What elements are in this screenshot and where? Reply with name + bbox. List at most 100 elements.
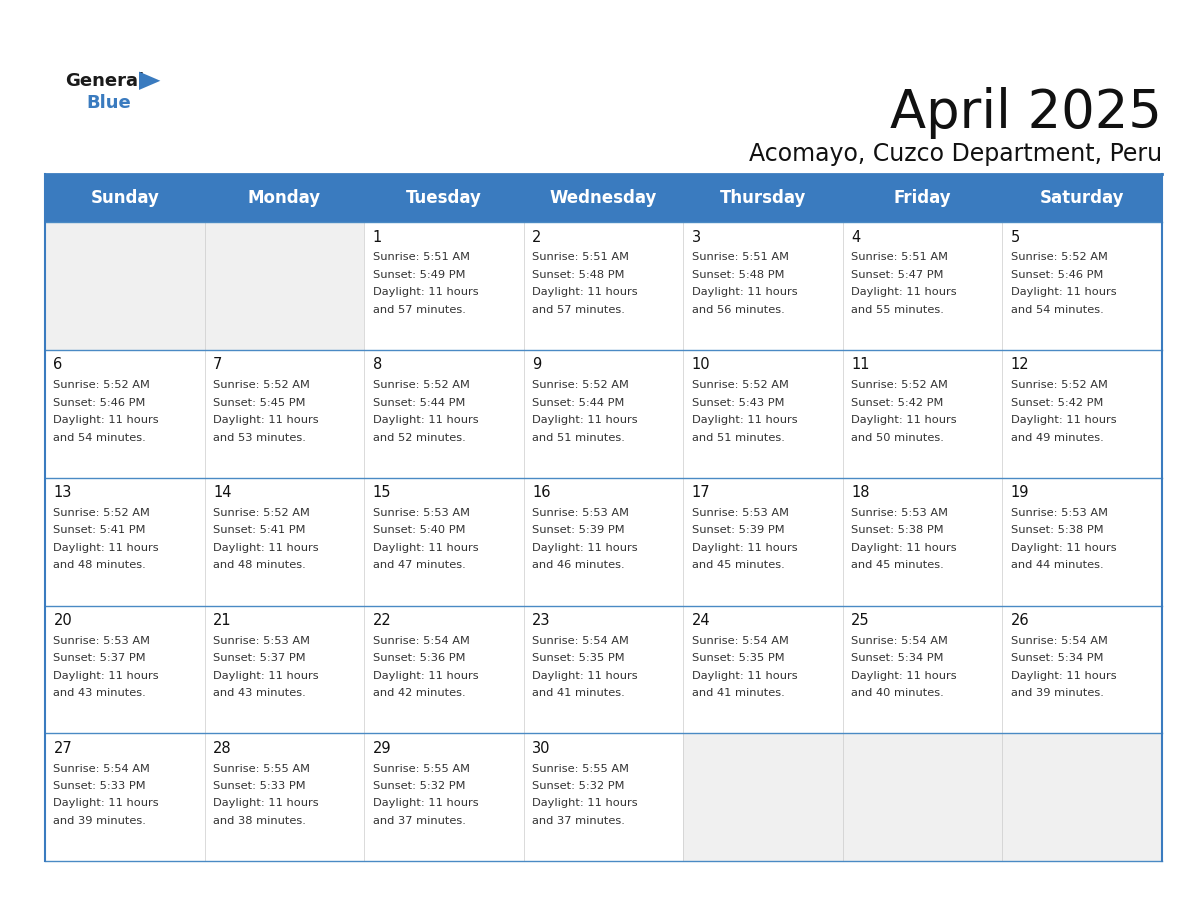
Text: Sunrise: 5:54 AM: Sunrise: 5:54 AM <box>53 764 151 774</box>
Text: Acomayo, Cuzco Department, Peru: Acomayo, Cuzco Department, Peru <box>748 142 1162 166</box>
Text: and 45 minutes.: and 45 minutes. <box>851 560 944 570</box>
Text: and 49 minutes.: and 49 minutes. <box>1011 432 1104 442</box>
Text: Sunrise: 5:52 AM: Sunrise: 5:52 AM <box>1011 380 1107 390</box>
Text: 28: 28 <box>213 741 232 756</box>
Text: and 56 minutes.: and 56 minutes. <box>691 305 784 315</box>
Text: Tuesday: Tuesday <box>406 189 482 207</box>
Text: 6: 6 <box>53 357 63 373</box>
Text: Sunset: 5:36 PM: Sunset: 5:36 PM <box>373 654 465 663</box>
Text: Sunset: 5:39 PM: Sunset: 5:39 PM <box>691 525 784 535</box>
Text: 19: 19 <box>1011 485 1029 500</box>
Text: Sunday: Sunday <box>90 189 159 207</box>
Bar <box>524 477 683 606</box>
Text: Sunrise: 5:55 AM: Sunrise: 5:55 AM <box>532 764 630 774</box>
Text: Thursday: Thursday <box>720 189 807 207</box>
Text: Daylight: 11 hours: Daylight: 11 hours <box>373 543 478 553</box>
Text: Sunrise: 5:54 AM: Sunrise: 5:54 AM <box>532 636 628 645</box>
Text: and 47 minutes.: and 47 minutes. <box>373 560 466 570</box>
Text: and 51 minutes.: and 51 minutes. <box>532 432 625 442</box>
Bar <box>524 606 683 733</box>
Text: 12: 12 <box>1011 357 1029 373</box>
Text: Daylight: 11 hours: Daylight: 11 hours <box>373 287 478 297</box>
Bar <box>45 222 204 350</box>
Text: Sunset: 5:41 PM: Sunset: 5:41 PM <box>53 525 146 535</box>
Text: Daylight: 11 hours: Daylight: 11 hours <box>53 671 159 680</box>
Text: Wednesday: Wednesday <box>550 189 657 207</box>
Text: Daylight: 11 hours: Daylight: 11 hours <box>53 415 159 425</box>
Text: Sunset: 5:32 PM: Sunset: 5:32 PM <box>373 781 465 791</box>
Text: Daylight: 11 hours: Daylight: 11 hours <box>1011 671 1117 680</box>
Text: and 40 minutes.: and 40 minutes. <box>851 688 944 698</box>
Text: Sunrise: 5:53 AM: Sunrise: 5:53 AM <box>851 508 948 518</box>
Text: and 37 minutes.: and 37 minutes. <box>532 816 625 826</box>
Text: Daylight: 11 hours: Daylight: 11 hours <box>532 799 638 809</box>
Bar <box>1003 606 1162 733</box>
Text: Daylight: 11 hours: Daylight: 11 hours <box>532 287 638 297</box>
Text: Sunrise: 5:53 AM: Sunrise: 5:53 AM <box>1011 508 1107 518</box>
Text: and 50 minutes.: and 50 minutes. <box>851 432 944 442</box>
Text: Sunrise: 5:51 AM: Sunrise: 5:51 AM <box>691 252 789 263</box>
Text: Daylight: 11 hours: Daylight: 11 hours <box>1011 287 1117 297</box>
Bar <box>683 222 842 350</box>
Text: Sunset: 5:34 PM: Sunset: 5:34 PM <box>851 654 943 663</box>
Text: Daylight: 11 hours: Daylight: 11 hours <box>53 799 159 809</box>
Text: 22: 22 <box>373 613 391 628</box>
Text: Daylight: 11 hours: Daylight: 11 hours <box>851 415 956 425</box>
Text: and 42 minutes.: and 42 minutes. <box>373 688 466 698</box>
Text: Sunrise: 5:55 AM: Sunrise: 5:55 AM <box>213 764 310 774</box>
Text: Sunrise: 5:52 AM: Sunrise: 5:52 AM <box>851 380 948 390</box>
Bar <box>842 477 1003 606</box>
Bar <box>524 733 683 861</box>
Text: Sunset: 5:46 PM: Sunset: 5:46 PM <box>53 397 146 408</box>
Bar <box>524 350 683 477</box>
Bar <box>1003 222 1162 350</box>
Text: Sunset: 5:49 PM: Sunset: 5:49 PM <box>373 270 465 280</box>
Text: Daylight: 11 hours: Daylight: 11 hours <box>851 543 956 553</box>
Bar <box>365 350 524 477</box>
Text: Sunset: 5:42 PM: Sunset: 5:42 PM <box>1011 397 1102 408</box>
Text: 11: 11 <box>851 357 870 373</box>
Bar <box>683 350 842 477</box>
Text: Sunrise: 5:53 AM: Sunrise: 5:53 AM <box>53 636 151 645</box>
Text: and 57 minutes.: and 57 minutes. <box>532 305 625 315</box>
Text: Sunset: 5:48 PM: Sunset: 5:48 PM <box>691 270 784 280</box>
Text: 21: 21 <box>213 613 232 628</box>
Text: and 54 minutes.: and 54 minutes. <box>1011 305 1104 315</box>
Text: Daylight: 11 hours: Daylight: 11 hours <box>691 671 797 680</box>
Text: 15: 15 <box>373 485 391 500</box>
Text: Sunset: 5:43 PM: Sunset: 5:43 PM <box>691 397 784 408</box>
Text: Sunrise: 5:52 AM: Sunrise: 5:52 AM <box>213 508 310 518</box>
Text: 30: 30 <box>532 741 550 756</box>
Bar <box>842 733 1003 861</box>
Text: Sunset: 5:32 PM: Sunset: 5:32 PM <box>532 781 625 791</box>
Text: Sunset: 5:39 PM: Sunset: 5:39 PM <box>532 525 625 535</box>
Text: Sunset: 5:41 PM: Sunset: 5:41 PM <box>213 525 305 535</box>
Text: Sunset: 5:45 PM: Sunset: 5:45 PM <box>213 397 305 408</box>
Bar <box>204 350 365 477</box>
Text: Sunset: 5:35 PM: Sunset: 5:35 PM <box>691 654 784 663</box>
Text: Daylight: 11 hours: Daylight: 11 hours <box>53 543 159 553</box>
Text: Daylight: 11 hours: Daylight: 11 hours <box>373 671 478 680</box>
Bar <box>524 222 683 350</box>
Text: and 46 minutes.: and 46 minutes. <box>532 560 625 570</box>
Text: and 55 minutes.: and 55 minutes. <box>851 305 944 315</box>
Text: Sunrise: 5:52 AM: Sunrise: 5:52 AM <box>373 380 469 390</box>
Text: Daylight: 11 hours: Daylight: 11 hours <box>532 671 638 680</box>
Text: April 2025: April 2025 <box>890 87 1162 140</box>
Text: and 44 minutes.: and 44 minutes. <box>1011 560 1104 570</box>
Text: and 39 minutes.: and 39 minutes. <box>1011 688 1104 698</box>
Text: Sunset: 5:38 PM: Sunset: 5:38 PM <box>1011 525 1104 535</box>
Text: 8: 8 <box>373 357 381 373</box>
Text: Sunrise: 5:54 AM: Sunrise: 5:54 AM <box>851 636 948 645</box>
Text: Sunrise: 5:54 AM: Sunrise: 5:54 AM <box>691 636 789 645</box>
Text: and 37 minutes.: and 37 minutes. <box>373 816 466 826</box>
Text: and 41 minutes.: and 41 minutes. <box>691 688 784 698</box>
Text: Sunrise: 5:52 AM: Sunrise: 5:52 AM <box>1011 252 1107 263</box>
Text: Sunrise: 5:52 AM: Sunrise: 5:52 AM <box>532 380 628 390</box>
Text: Daylight: 11 hours: Daylight: 11 hours <box>213 543 318 553</box>
Text: Sunset: 5:34 PM: Sunset: 5:34 PM <box>1011 654 1104 663</box>
Text: 27: 27 <box>53 741 72 756</box>
Text: Sunset: 5:46 PM: Sunset: 5:46 PM <box>1011 270 1102 280</box>
Text: and 41 minutes.: and 41 minutes. <box>532 688 625 698</box>
Text: 3: 3 <box>691 230 701 244</box>
